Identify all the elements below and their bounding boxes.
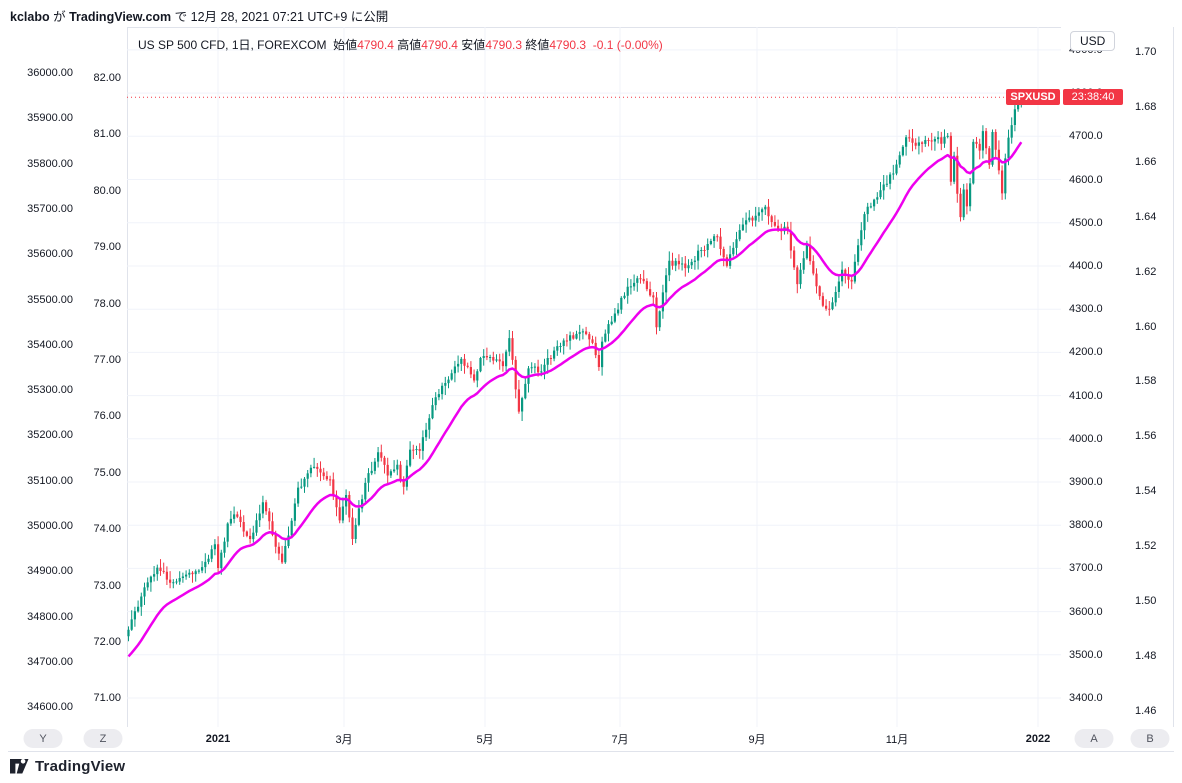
vertical-gridlines — [217, 27, 1039, 727]
tradingview-logo[interactable]: TradingView — [10, 758, 125, 775]
card-bottom-border — [8, 751, 1174, 752]
price-tick: 35500.00 — [27, 293, 73, 306]
up-candle-wicks — [128, 90, 1022, 642]
price-tick: 34900.00 — [27, 565, 73, 578]
price-tick: 1.60 — [1135, 320, 1157, 333]
price-scale-left-outer[interactable]: 36000.00 35900.00 35800.00 35700.00 35600.00… — [8, 27, 79, 727]
down-candle-wicks — [160, 128, 1003, 589]
tradingview-logo-text: TradingView — [35, 758, 126, 775]
high-value: 4790.4 — [421, 38, 458, 52]
price-tick: 1.46 — [1135, 704, 1157, 717]
candlestick-chart[interactable] — [127, 27, 1061, 727]
open-value: 4790.4 — [357, 38, 394, 52]
symbol-price-label[interactable]: SPXUSD — [1006, 89, 1060, 105]
price-tick: 35700.00 — [27, 202, 73, 215]
price-tick: 79.00 — [93, 241, 121, 254]
price-tick: 1.50 — [1135, 595, 1157, 607]
time-tick: 2022 — [1025, 733, 1051, 745]
price-tick: 4100.0 — [1069, 389, 1103, 402]
price-tick: 4300.0 — [1069, 303, 1103, 316]
close-value: 4790.3 — [549, 38, 587, 52]
time-tick: 2021 — [205, 733, 231, 745]
price-tick: 1.68 — [1135, 100, 1157, 113]
price-tick: 35400.00 — [27, 338, 73, 351]
price-tick: 34800.00 — [27, 610, 73, 623]
price-tick: 82.00 — [93, 72, 121, 84]
currency-toggle-button[interactable]: USD — [1070, 31, 1116, 51]
card-right-border — [1173, 27, 1174, 751]
price-tick: 74.00 — [93, 523, 121, 536]
price-tick: 4200.0 — [1069, 346, 1103, 359]
price-tick: 34600.00 — [27, 701, 73, 714]
price-tick: 35600.00 — [27, 248, 73, 261]
scale-button-z[interactable]: Z — [83, 729, 123, 748]
author-name: kclabo — [10, 10, 50, 24]
price-tick: 35200.00 — [27, 429, 73, 442]
price-tick: 4600.0 — [1069, 173, 1103, 186]
price-tick: 1.52 — [1135, 540, 1157, 553]
time-tick: 5月 — [476, 734, 494, 746]
price-tick: 35800.00 — [27, 157, 73, 170]
price-tick: 1.70 — [1135, 46, 1157, 58]
price-tick: 81.00 — [93, 128, 121, 141]
price-tick: 3500.0 — [1069, 648, 1103, 661]
scale-button-b[interactable]: B — [1130, 729, 1170, 748]
bar-countdown: 23:38:40 — [1063, 89, 1123, 105]
price-tick: 75.00 — [93, 466, 121, 479]
price-tick: 35300.00 — [27, 384, 73, 397]
price-tick: 78.00 — [93, 297, 121, 310]
price-tick: 1.48 — [1135, 649, 1157, 662]
price-tick: 4700.0 — [1069, 130, 1103, 143]
price-scale-right-far[interactable]: 1.70 1.68 1.66 1.64 1.62 1.60 1.58 1.56 1.54 1.52… — [1127, 27, 1173, 727]
price-tick: 1.64 — [1135, 210, 1157, 223]
card-top-border — [8, 27, 1174, 28]
price-tick: 73.00 — [93, 579, 121, 592]
price-tick: 76.00 — [93, 410, 121, 423]
price-tick: 35000.00 — [27, 520, 73, 532]
publish-info: kclabo が TradingView.com で 12月 28, 2021 … — [10, 10, 389, 24]
price-tick: 1.58 — [1135, 375, 1157, 388]
price-tick: 71.00 — [93, 692, 121, 705]
price-tick: 1.62 — [1135, 265, 1157, 278]
price-tick: 1.66 — [1135, 155, 1157, 168]
price-tick: 35100.00 — [27, 474, 73, 487]
symbol-title: US SP 500 CFD, 1日, FOREXCOM — [138, 38, 327, 52]
price-tick: 35900.00 — [27, 112, 73, 125]
price-tick: 4400.0 — [1069, 259, 1103, 272]
price-tick: 72.00 — [93, 636, 121, 648]
time-tick: 3月 — [335, 734, 353, 746]
site-name: TradingView.com — [69, 10, 172, 24]
low-value: 4790.3 — [485, 38, 523, 52]
price-scale-right[interactable]: 4900.04800.04700.04600.04500.04400.04300… — [1061, 27, 1127, 727]
price-tick: 4000.0 — [1069, 432, 1103, 445]
price-tick: 3700.0 — [1069, 562, 1103, 575]
time-tick: 7月 — [611, 734, 629, 746]
price-tick: 34700.00 — [27, 655, 73, 668]
price-scale-left-inner[interactable]: 82.00 81.00 80.00 79.00 78.00 77.00 76.00 75.00… — [79, 27, 127, 727]
price-tick: 77.00 — [93, 354, 121, 366]
time-tick: 11月 — [885, 734, 909, 746]
horizontal-gridlines — [127, 49, 1061, 699]
price-tick: 1.56 — [1135, 430, 1157, 443]
moving-average-line — [127, 141, 1023, 658]
time-axis[interactable]: 2021 3月 5月 7月 9月 11月 2022 — [8, 727, 1174, 751]
tradingview-logo-icon — [10, 759, 29, 774]
scale-button-y[interactable]: Y — [23, 729, 63, 748]
price-tick: 3900.0 — [1069, 476, 1103, 488]
price-tick: 3400.0 — [1069, 692, 1103, 705]
price-tick: 36000.00 — [27, 67, 73, 79]
up-candle-bodies — [127, 97, 1023, 637]
price-tick: 80.00 — [93, 184, 121, 197]
price-tick: 1.54 — [1135, 485, 1157, 498]
scale-button-a[interactable]: A — [1074, 729, 1114, 748]
price-tick: 3800.0 — [1069, 519, 1103, 532]
scale-separator — [127, 27, 128, 751]
price-tick: 3600.0 — [1069, 605, 1103, 618]
chart-plot-area[interactable] — [127, 27, 1061, 727]
chart-legend: US SP 500 CFD, 1日, FOREXCOM 始値 4790.4 高値 4… — [138, 38, 663, 52]
time-tick: 9月 — [748, 734, 766, 746]
change-value: -0.1 (-0.00%) — [592, 38, 663, 52]
price-tick: 4500.0 — [1069, 216, 1103, 229]
